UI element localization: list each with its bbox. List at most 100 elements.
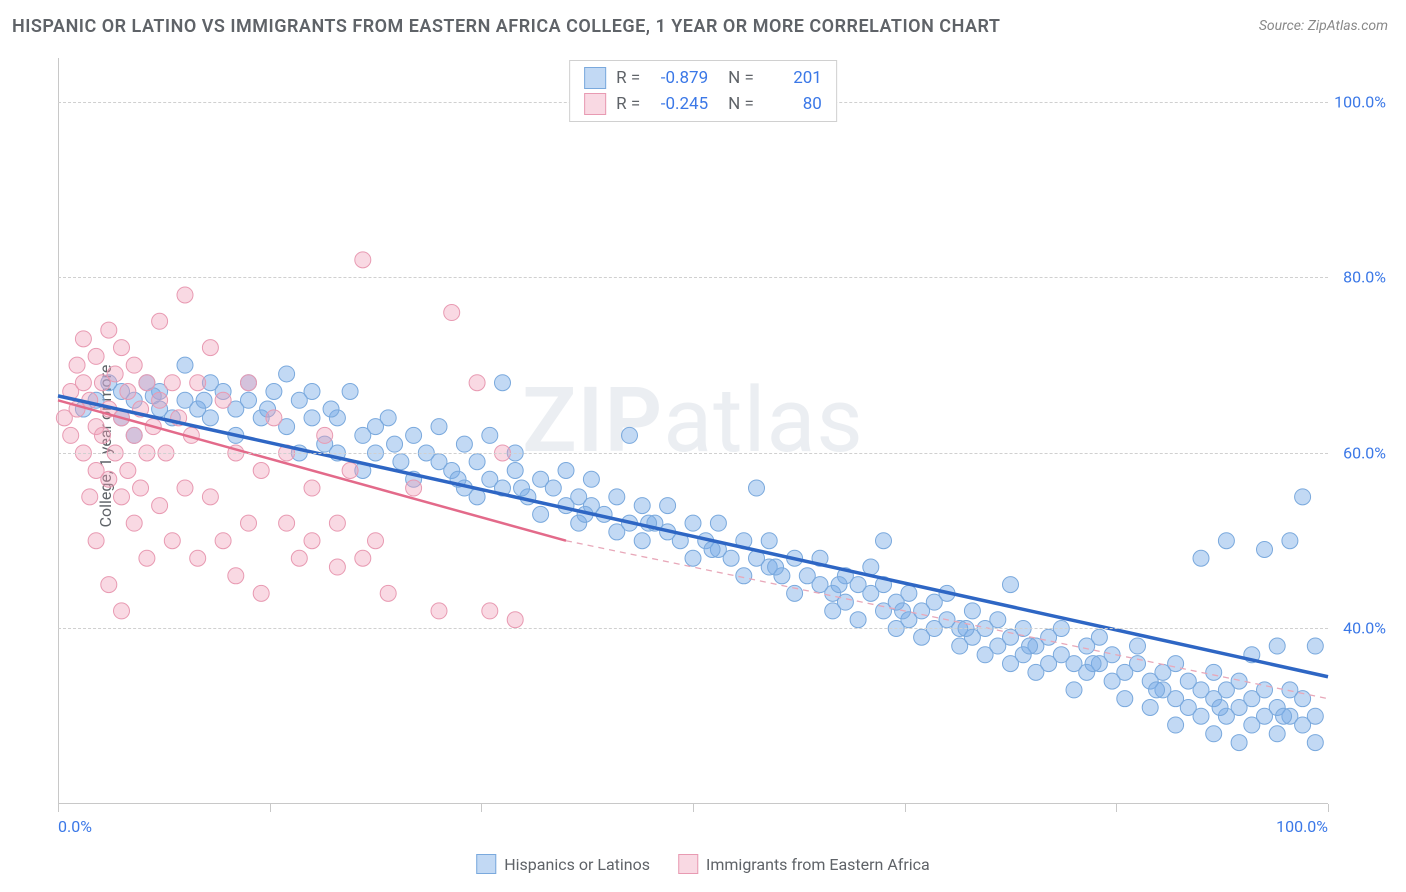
scatter-point [431,419,447,435]
scatter-point [583,471,599,487]
scatter-point [69,357,85,373]
scatter-point [545,480,561,496]
scatter-point [107,366,123,382]
scatter-point [94,427,110,443]
scatter-point [1282,533,1298,549]
scatter-point [329,515,345,531]
legend-swatch [584,67,606,89]
scatter-point [1193,550,1209,566]
scatter-point [749,480,765,496]
scatter-point [196,392,212,408]
scatter-point [120,384,136,400]
scatter-point [393,454,409,470]
scatter-point [901,585,917,601]
scatter-point [190,550,206,566]
scatter-point [634,498,650,514]
scatter-point [380,585,396,601]
scatter-point [444,305,460,321]
legend-label: Immigrants from Eastern Africa [706,855,930,874]
scatter-point [164,533,180,549]
scatter-point [202,489,218,505]
scatter-point [1276,708,1292,724]
scatter-point [177,287,193,303]
trend-line-dashed [566,541,1328,699]
scatter-point [964,603,980,619]
scatter-point [266,410,282,426]
x-tick [905,804,906,812]
y-tick-label: 100.0% [1334,92,1386,111]
source-attribution: Source: ZipAtlas.com [1259,18,1388,34]
scatter-point [1085,656,1101,672]
n-label: N = [728,94,754,114]
scatter-point [469,454,485,470]
scatter-point [704,541,720,557]
scatter-point [304,384,320,400]
legend-swatch [678,854,698,874]
scatter-point [241,392,257,408]
series-legend: Hispanics or Latinos Immigrants from East… [476,854,930,874]
x-tick [1116,804,1117,812]
source-link[interactable]: ZipAtlas.com [1308,18,1388,34]
scatter-point [202,340,218,356]
trend-line [58,396,1328,677]
scatter-point [406,427,422,443]
r-value: -0.245 [650,94,708,114]
source-label: Source: [1259,18,1308,34]
scatter-point [495,375,511,391]
scatter-point [304,410,320,426]
scatter-point [609,489,625,505]
gridline [58,453,1328,454]
x-axis-min-label: 0.0% [58,817,92,836]
scatter-point [279,366,295,382]
scatter-point [634,533,650,549]
scatter-point [736,568,752,584]
scatter-point [120,462,136,478]
scatter-point [1212,699,1228,715]
scatter-point [241,515,257,531]
scatter-point [831,577,847,593]
scatter-point [876,533,892,549]
legend-label: Hispanics or Latinos [504,855,650,874]
r-value: -0.879 [650,68,708,88]
x-tick [58,804,59,812]
x-tick [1328,804,1329,812]
scatter-point [266,384,282,400]
scatter-point [88,533,104,549]
scatter-point [850,612,866,628]
correlation-legend: R = -0.879N = 201R = -0.245N = 80 [569,60,837,122]
scatter-point [101,577,117,593]
scatter-point [215,533,231,549]
gridline [58,277,1328,278]
scatter-point [1218,533,1234,549]
scatter-point [431,603,447,619]
legend-swatch [584,93,606,115]
scatter-point [101,471,117,487]
scatter-point [126,357,142,373]
scatter-point [355,252,371,268]
scatter-point [355,550,371,566]
scatter-point [75,331,91,347]
scatter-point [368,533,384,549]
scatter-point [1231,735,1247,751]
scatter-point [761,533,777,549]
scatter-point [177,480,193,496]
scatter-point [1091,629,1107,645]
x-tick [693,804,694,812]
scatter-point [1307,708,1323,724]
scatter-point [342,462,358,478]
scatter-point [1117,691,1133,707]
scatter-point [323,401,339,417]
scatter-point [342,384,358,400]
scatter-point [88,348,104,364]
scatter-point [177,357,193,373]
scatter-point [329,559,345,575]
scatter-point [215,392,231,408]
scatter-point [152,498,168,514]
y-tick-label: 40.0% [1343,619,1386,638]
n-value: 201 [764,68,822,88]
scatter-point [253,462,269,478]
scatter-point [228,568,244,584]
scatter-point [1142,699,1158,715]
scatter-point [1206,726,1222,742]
scatter-point [1307,638,1323,654]
